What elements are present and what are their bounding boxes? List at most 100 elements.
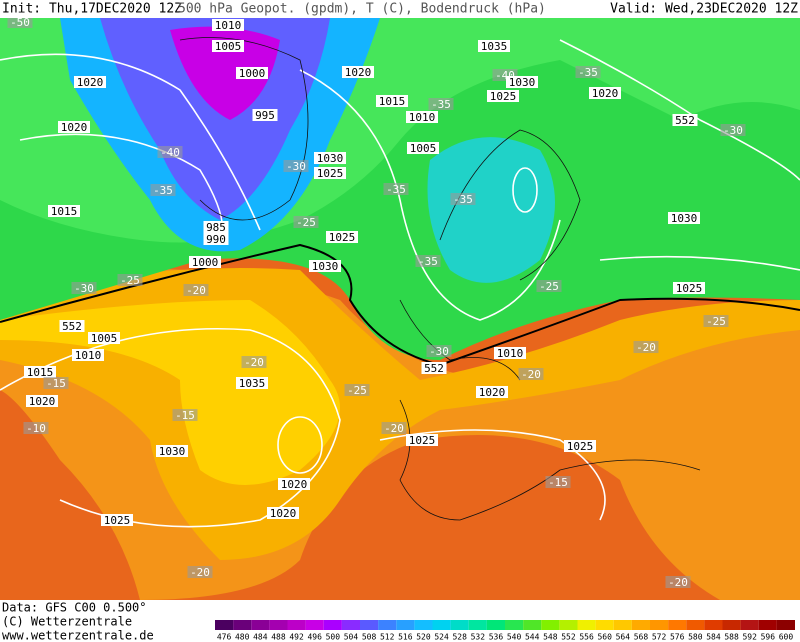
temperature-label-box (575, 66, 601, 78)
scale-swatch (559, 620, 578, 630)
pressure-label-box (668, 212, 700, 224)
pressure-label-box (212, 19, 244, 31)
pressure-label-box (236, 67, 268, 79)
temperature-label: -20 (244, 356, 264, 369)
pressure-label: 1000 (239, 67, 266, 80)
pressure-label-box (506, 76, 538, 88)
pressure-label-box (203, 221, 229, 233)
pressure-label: 1005 (410, 142, 437, 155)
valid-time: Valid: Wed,23DEC2020 12Z (610, 2, 798, 17)
scale-swatch (305, 620, 324, 630)
pressure-label: 1000 (192, 256, 219, 269)
temperature-label: -30 (286, 160, 306, 173)
map-title: 500 hPa Geopot. (gpdm), T (C), Bodendruc… (178, 2, 546, 17)
temperature-label-box (117, 274, 143, 286)
pressure-label-box (212, 40, 244, 52)
pressure-label-box (74, 76, 106, 88)
temperature-label-box (293, 216, 319, 228)
pressure-label: 1015 (27, 366, 54, 379)
isobar (0, 327, 341, 528)
temperature-label-box (344, 384, 370, 396)
pressure-label: 1010 (75, 349, 102, 362)
temperature-label: -20 (190, 566, 210, 579)
temperature-label-box (187, 566, 213, 578)
pressure-label: 1025 (676, 282, 703, 295)
temperature-label: -35 (418, 255, 438, 268)
temperature-label: -35 (153, 184, 173, 197)
temperature-label: -25 (347, 384, 367, 397)
isobar (0, 53, 261, 231)
pressure-label: 552 (62, 320, 82, 333)
scale-swatch (378, 620, 397, 630)
scale-label: 544 (525, 633, 540, 642)
scale-swatch (541, 620, 560, 630)
coastline (399, 299, 521, 381)
scale-swatch (396, 620, 415, 630)
pressure-label-box (58, 121, 90, 133)
scale-label: 536 (489, 633, 504, 642)
pressure-label: 1015 (379, 95, 406, 108)
pressure-label-box (278, 478, 310, 490)
scale-label: 592 (742, 633, 757, 642)
temperature-label-box (665, 576, 691, 588)
temperature-label-box (71, 282, 97, 294)
scale-label: 564 (616, 633, 631, 642)
temperature-label: -20 (668, 576, 688, 589)
scale-swatch (577, 620, 596, 630)
pressure-label-box (314, 152, 346, 164)
temperature-label-box (172, 409, 198, 421)
pressure-label-box (564, 440, 596, 452)
scale-label: 480 (235, 633, 250, 642)
pressure-label-box (478, 40, 510, 52)
scale-label: 596 (761, 633, 776, 642)
pressure-label: 1010 (497, 347, 524, 360)
yellow-area (0, 300, 340, 485)
scale-label: 508 (362, 633, 377, 642)
scale-swatch (595, 620, 614, 630)
pressure-label: 990 (206, 233, 226, 246)
temperature-label-box (536, 280, 562, 292)
scale-label: 540 (507, 633, 522, 642)
temperature-label-box (43, 377, 69, 389)
scale-swatch (323, 620, 342, 630)
temperature-label: -25 (706, 315, 726, 328)
pressure-label-box (252, 109, 278, 121)
temperature-label-box (150, 184, 176, 196)
pressure-label: 1020 (270, 507, 297, 520)
pressure-label-box (421, 362, 447, 374)
map: -50 1010 1005 1000 1020 1020 1035 -40 1030 -35 102… (0, 18, 800, 600)
temperature-label: -35 (431, 98, 451, 111)
temperature-label-box (381, 422, 407, 434)
temperature-label-box (383, 183, 409, 195)
scale-swatch (341, 620, 360, 630)
scale-label: 576 (670, 633, 685, 642)
scale-swatch (668, 620, 687, 630)
pressure-label: 1020 (77, 76, 104, 89)
temperature-label: -35 (453, 193, 473, 206)
temperature-label: -20 (186, 284, 206, 297)
pressure-label: 1010 (409, 111, 436, 124)
pressure-label: 1030 (509, 76, 536, 89)
pressure-label: 1035 (239, 377, 266, 390)
scale-label: 488 (271, 633, 286, 642)
pressure-label: 1005 (91, 332, 118, 345)
scale-swatch (758, 620, 777, 630)
pressure-label: 1020 (479, 386, 506, 399)
scale-label: 504 (344, 633, 359, 642)
scale-swatch (631, 620, 650, 630)
scale-swatch (215, 620, 234, 630)
pressure-label: 1025 (104, 514, 131, 527)
pressure-label-box (88, 332, 120, 344)
temperature-label: -15 (46, 377, 66, 390)
pressure-label-box (189, 256, 221, 268)
scale-swatch (523, 620, 542, 630)
scale-label: 556 (579, 633, 594, 642)
temperature-label: -15 (175, 409, 195, 422)
pressure-label-box (487, 90, 519, 102)
scale-swatch (613, 620, 632, 630)
temperature-label: -30 (429, 345, 449, 358)
pressure-label-box (309, 260, 341, 272)
pressure-label: 1020 (592, 87, 619, 100)
temperature-label: -25 (296, 216, 316, 229)
scale-swatch (505, 620, 524, 630)
